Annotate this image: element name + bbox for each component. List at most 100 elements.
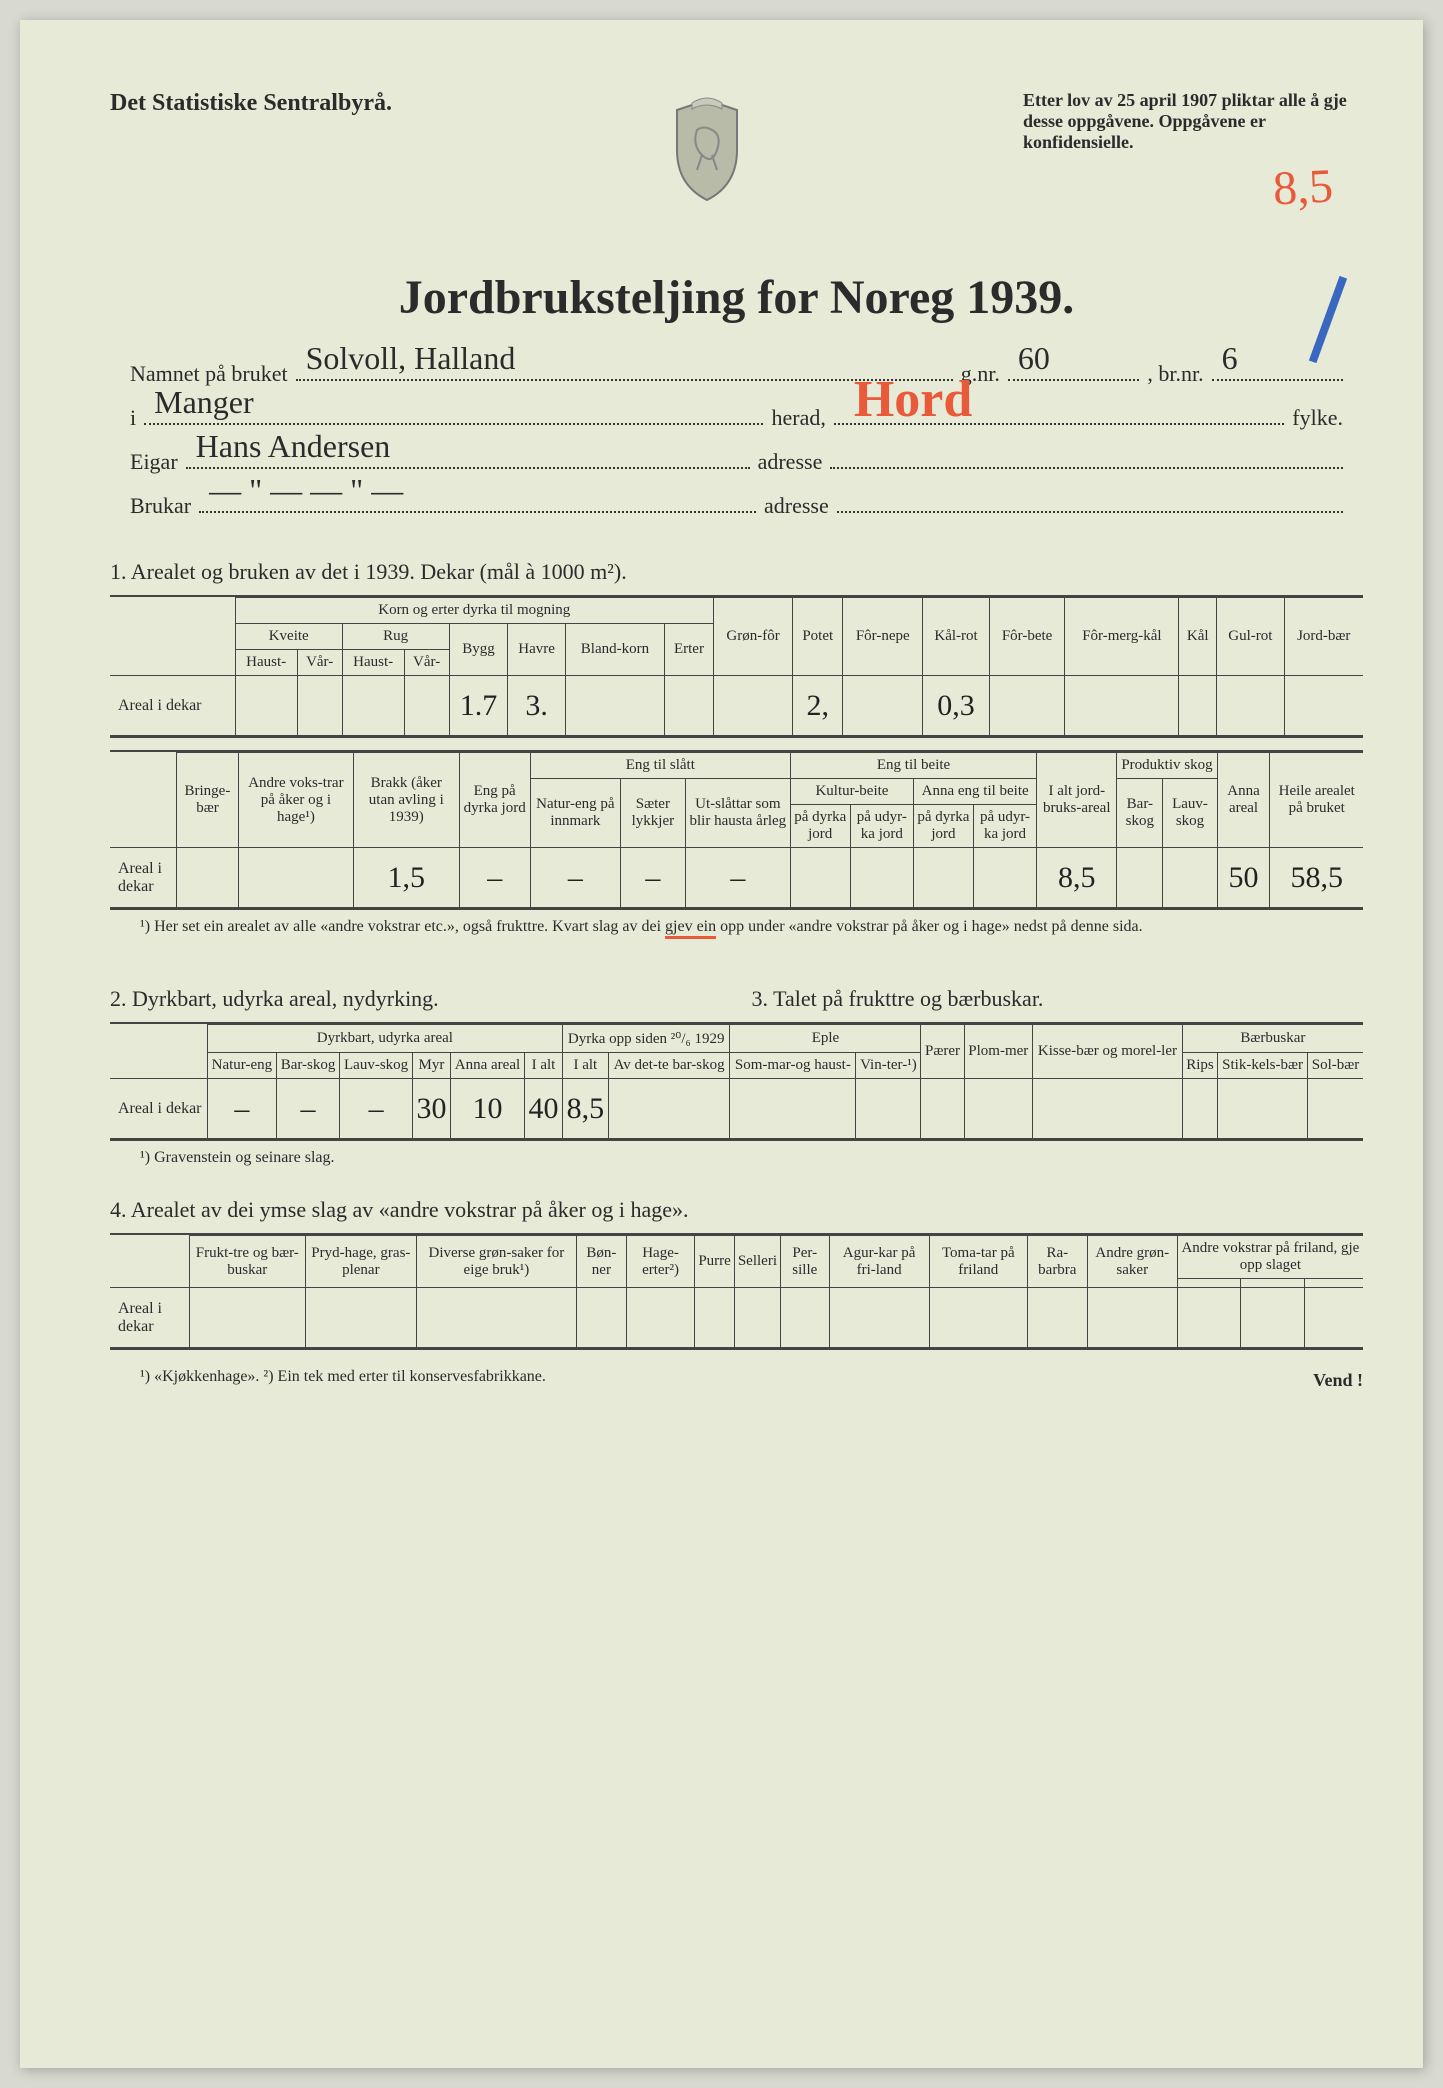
th-padyrka2: på dyrka jord [914, 805, 974, 848]
th-sommar: Som-mar-og haust- [730, 1053, 856, 1079]
th-agurkar: Agur-kar på fri-land [829, 1236, 929, 1288]
th-blandkorn: Bland-korn [565, 624, 664, 676]
v2-anna: 10 [450, 1079, 524, 1139]
th-dyrkaopp: Dyrka opp siden ²⁰/₆ 1929 [562, 1025, 730, 1053]
red-annotation: 8,5 [1272, 158, 1335, 216]
th-natureng2: Natur-eng [207, 1053, 276, 1079]
section1-title: 1. Arealet og bruken av det i 1939. Deka… [110, 559, 1363, 585]
label-brukar: Brukar [130, 493, 191, 519]
label-eigar: Eigar [130, 449, 178, 475]
section4-title: 4. Arealet av dei ymse slag av «andre vo… [110, 1197, 1363, 1223]
label-adresse-1: adresse [758, 449, 823, 475]
th-selleri: Selleri [734, 1236, 780, 1288]
v2-myr: 30 [413, 1079, 451, 1139]
field-fylke: Hord [854, 370, 972, 429]
th-prodskog: Produktiv skog [1117, 753, 1217, 779]
th-brakk: Brakk (åker utan avling i 1939) [353, 753, 459, 848]
row-label-1a: Areal i dekar [110, 676, 235, 736]
th-kalrot: Kål-rot [923, 598, 989, 676]
th-var2: Vår- [404, 650, 449, 676]
th-annaareal: Anna areal [1217, 753, 1270, 848]
section2-title: 2. Dyrkbart, udyrka areal, nydyrking. [110, 986, 722, 1012]
field-brukar: — " — — " — [209, 472, 403, 509]
field-eigar: Hans Andersen [196, 428, 391, 465]
th-rips: Rips [1182, 1053, 1217, 1079]
th-gronfor: Grøn-fôr [713, 598, 793, 676]
th-solbaer: Sol-bær [1308, 1053, 1363, 1079]
row-label-1b: Areal i dekar [110, 848, 176, 908]
label-herad: herad, [771, 405, 825, 431]
vend-note: Vend ! [1313, 1370, 1363, 1391]
form-header-fields: Namnet på bruket Solvoll, Halland g.nr. … [130, 355, 1343, 519]
law-notice: Etter lov av 25 april 1907 pliktar alle … [1023, 90, 1363, 153]
th-bringebaer: Bringe-bær [176, 753, 238, 848]
th-andrefriland: Andre vokstrar på friland, gje opp slage… [1177, 1236, 1363, 1279]
th-plommer: Plom-mer [964, 1025, 1033, 1079]
th-barskog2: Bar-skog [276, 1053, 339, 1079]
th-prydhage: Pryd-hage, gras-plenar [305, 1236, 416, 1288]
row-label-23: Areal i dekar [110, 1079, 207, 1139]
th-rabarbra: Ra-barbra [1027, 1236, 1087, 1288]
th-haust2: Haust- [342, 650, 404, 676]
th-potet: Potet [793, 598, 843, 676]
v2-natur: – [207, 1079, 276, 1139]
v-brakk: 1,5 [353, 848, 459, 908]
th-barskog1: Bar-skog [1117, 779, 1163, 848]
table23: Dyrkbart, udyrka areal Dyrka opp siden ²… [110, 1022, 1363, 1141]
th-paerer: Pærer [921, 1025, 964, 1079]
v-potet: 2, [793, 676, 843, 736]
th-paudyrka1: på udyr-ka jord [850, 805, 913, 848]
table1b: Bringe-bær Andre voks-trar på åker og i … [110, 750, 1363, 910]
th-stikkels: Stik-kels-bær [1218, 1053, 1308, 1079]
th-engdyrka: Eng på dyrka jord [459, 753, 530, 848]
th-frukttre: Frukt-tre og bær-buskar [189, 1236, 305, 1288]
th-bonner: Bøn-ner [576, 1236, 626, 1288]
section4-footnote: ¹) «Kjøkkenhage». ²) Ein tek med erter t… [140, 1368, 546, 1391]
th-jordbaer: Jord-bær [1284, 598, 1363, 676]
th-myr: Myr [413, 1053, 451, 1079]
coat-of-arms-icon [657, 90, 757, 210]
label-i: i [130, 405, 136, 431]
census-form-page: Det Statistiske Sentralbyrå. Etter lov a… [20, 20, 1423, 2068]
label-adresse-2: adresse [764, 493, 829, 519]
th-eple: Eple [730, 1025, 921, 1053]
th-anna2: Anna areal [450, 1053, 524, 1079]
field-brnr: 6 [1222, 340, 1238, 377]
v-heile: 58,5 [1270, 848, 1363, 908]
table4: Frukt-tre og bær-buskar Pryd-hage, gras-… [110, 1233, 1363, 1350]
th-kveite: Kveite [235, 624, 342, 650]
v2-ialt: 40 [525, 1079, 563, 1139]
page-title: Jordbruksteljing for Noreg 1939. [110, 270, 1363, 325]
th-fornepe: Fôr-nepe [843, 598, 923, 676]
th-kisse: Kisse-bær og morel-ler [1033, 1025, 1183, 1079]
section3-title: 3. Talet på frukttre og bærbuskar. [752, 986, 1364, 1012]
v-anna: 50 [1217, 848, 1270, 908]
th-dyrkbart: Dyrkbart, udyrka areal [207, 1025, 562, 1053]
th-natureng: Natur-eng på innmark [530, 779, 620, 848]
v2-dyrka: 8,5 [562, 1079, 608, 1139]
th-padyrka1: på dyrka jord [790, 805, 850, 848]
v-d2: – [530, 848, 620, 908]
th-dyrkaialt: I alt [562, 1053, 608, 1079]
th-ialtjord: I alt jord-bruks-areal [1037, 753, 1117, 848]
th-avdette: Av det-te bar-skog [608, 1053, 730, 1079]
th-baerbuskar: Bærbuskar [1182, 1025, 1363, 1053]
th-kal: Kål [1179, 598, 1217, 676]
th-engslatt: Eng til slått [530, 753, 790, 779]
th-engbeite: Eng til beite [790, 753, 1036, 779]
bureau-name: Det Statistiske Sentralbyrå. [110, 90, 392, 117]
th-erter: Erter [665, 624, 714, 676]
th-saeter: Sæter lykkjer [620, 779, 685, 848]
th-forbete: Fôr-bete [989, 598, 1065, 676]
th-bygg: Bygg [449, 624, 508, 676]
table1a: Korn og erter dyrka til mogning Grøn-fôr… [110, 595, 1363, 738]
th-andrevokstrar: Andre voks-trar på åker og i hage¹) [238, 753, 353, 848]
section1-footnote: ¹) Her set ein arealet av alle «andre vo… [140, 918, 1363, 936]
field-herad: Manger [154, 384, 254, 421]
th-hageerter: Hage-erter²) [626, 1236, 695, 1288]
th-purre: Purre [695, 1236, 735, 1288]
section3-footnote: ¹) Gravenstein og seinare slag. [140, 1149, 1363, 1167]
th-diverse: Diverse grøn-saker for eige bruk¹) [416, 1236, 576, 1288]
th-vinter: Vin-ter-¹) [856, 1053, 921, 1079]
v-d3: – [620, 848, 685, 908]
